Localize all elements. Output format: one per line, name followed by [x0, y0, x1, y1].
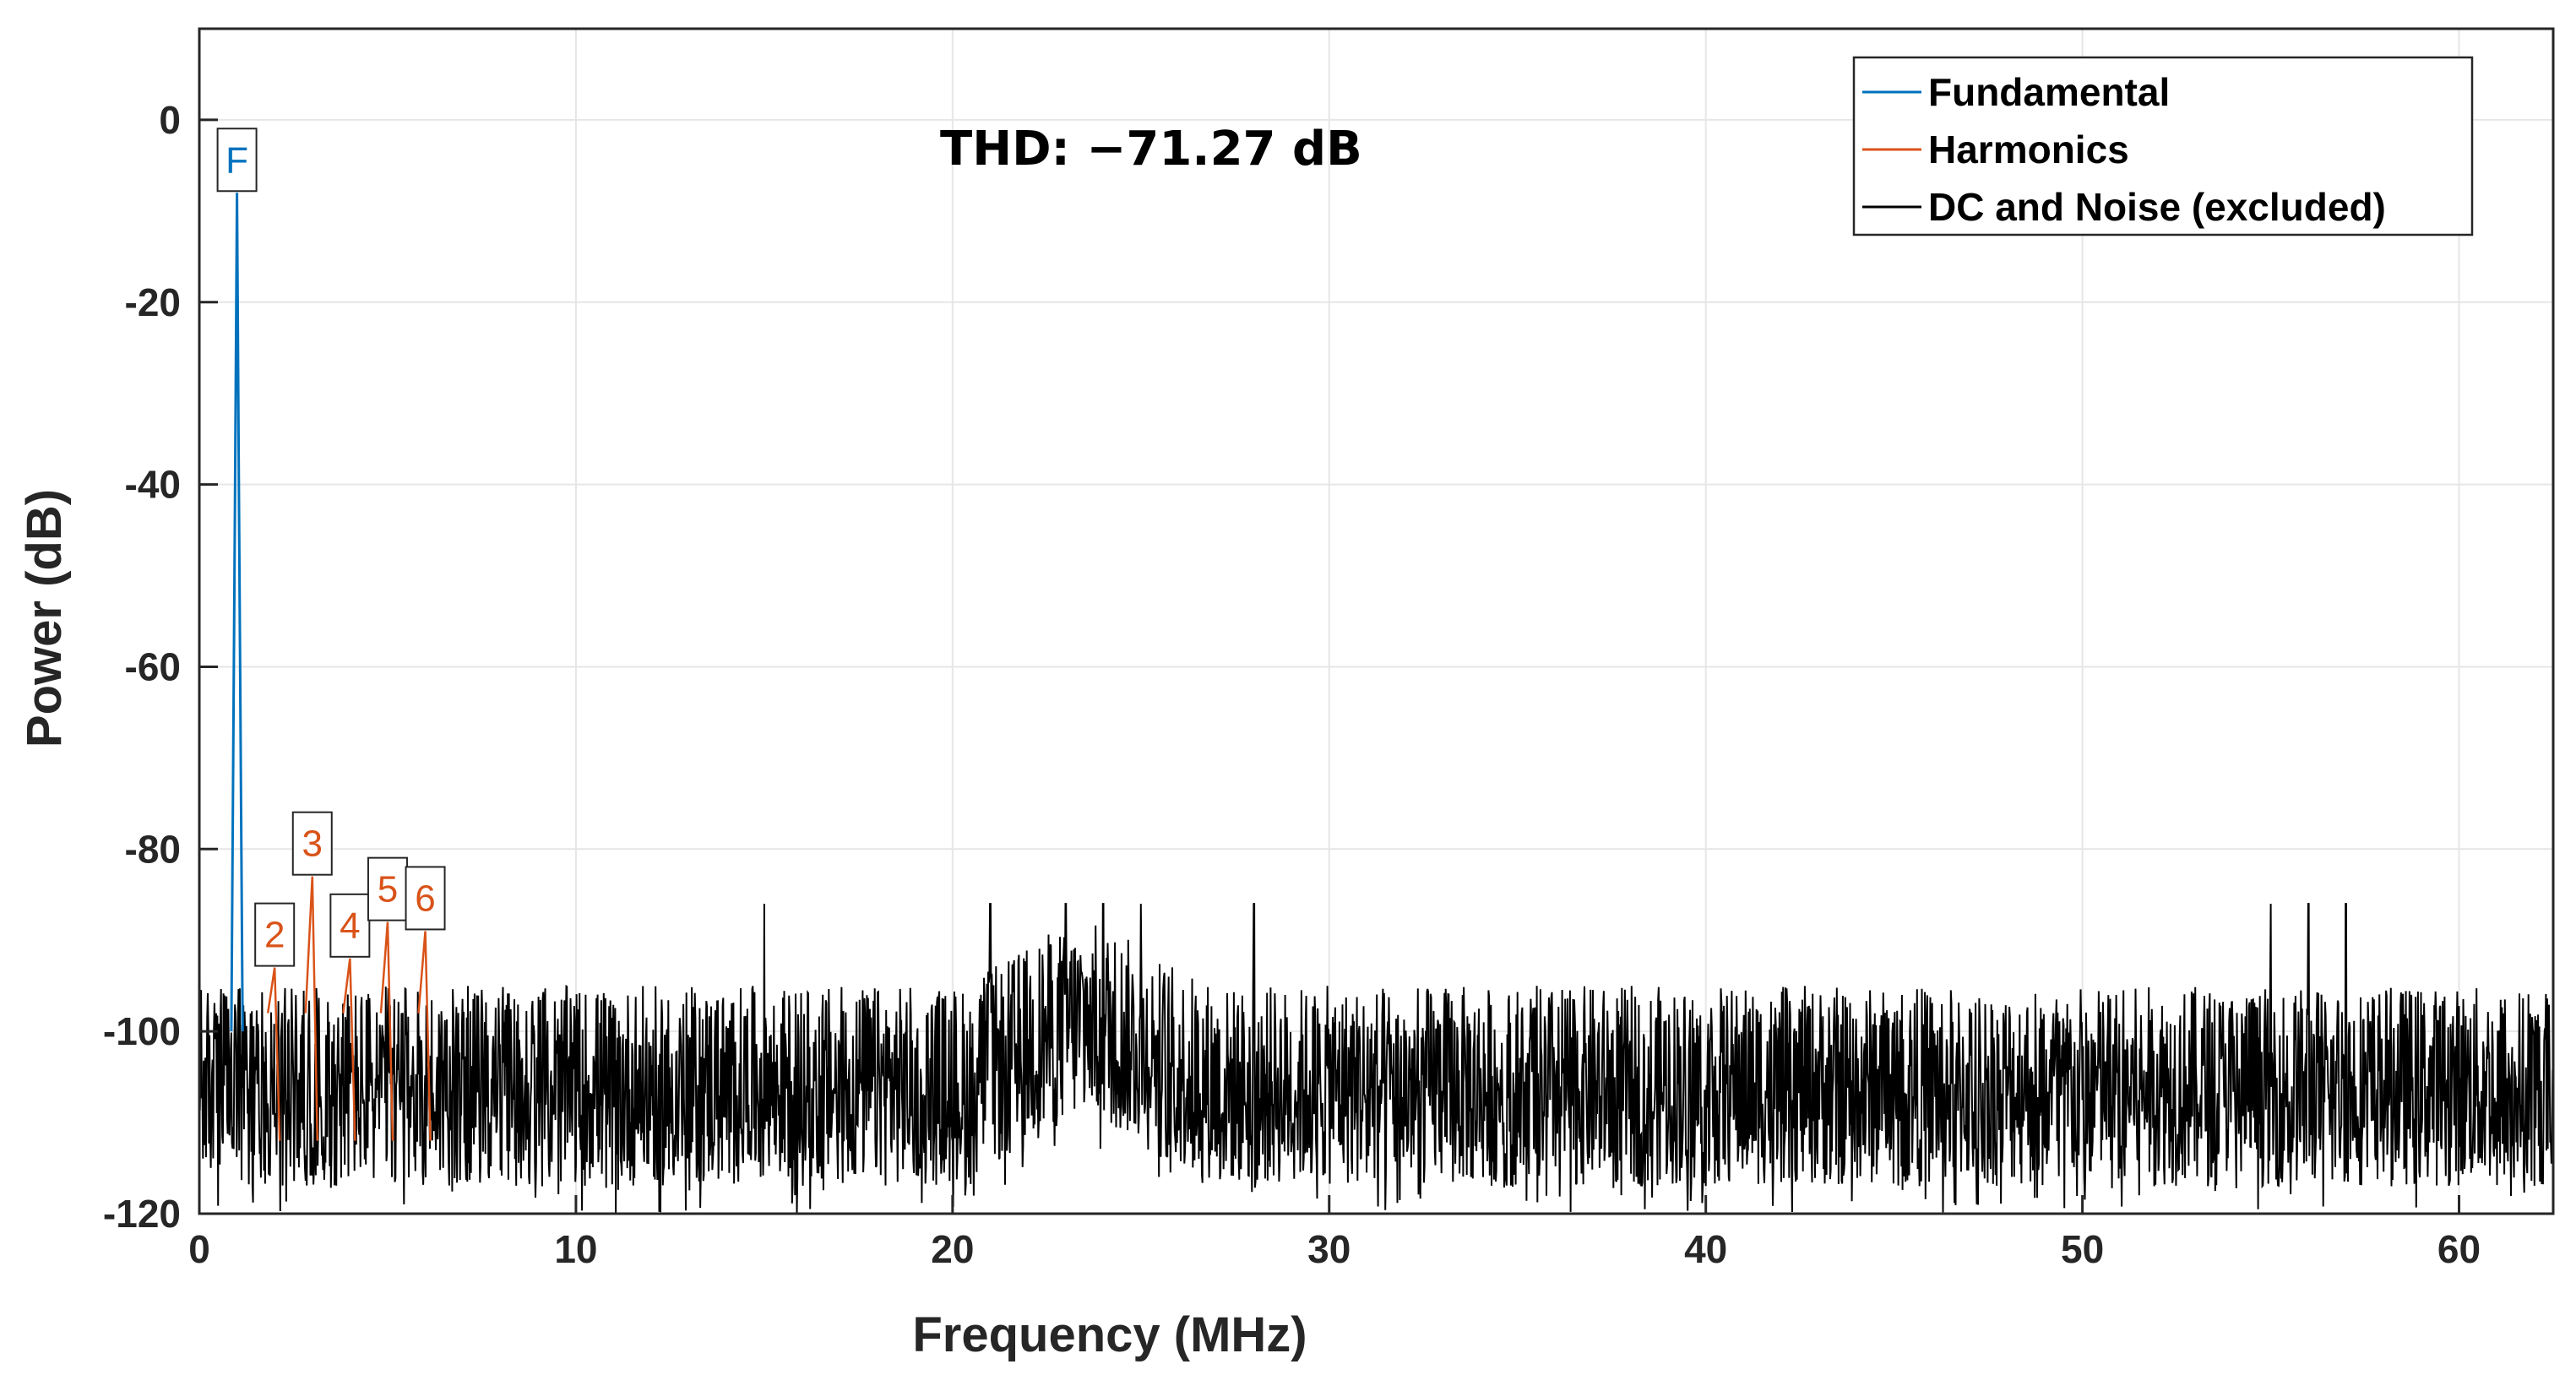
- y-axis-label: Power (dB): [17, 489, 72, 747]
- harmonic-label: F: [226, 139, 248, 181]
- x-axis-ticks: 0 10 20 30 40 50 60: [188, 1195, 2481, 1271]
- harmonic-label-box: [254, 902, 296, 967]
- harmonic-label: 4: [340, 905, 360, 947]
- y-tick-label: 0: [159, 98, 181, 142]
- noise-trace: [198, 621, 2554, 1214]
- harmonic-labels: F 2 345 6: [216, 128, 446, 967]
- plot-area-border: [198, 27, 2555, 1215]
- harmonic-peak: [379, 921, 394, 1141]
- fundamental-peak: [230, 193, 244, 1032]
- legend-box: [1852, 56, 2474, 236]
- harmonic-label: 6: [415, 878, 435, 919]
- noise-series: [198, 621, 2554, 1214]
- harmonic-label: 2: [264, 915, 285, 956]
- y-tick-label: -20: [125, 280, 181, 324]
- x-tick-label: 60: [2437, 1227, 2481, 1271]
- harmonic-label-box: [216, 128, 258, 193]
- harmonics-series: [266, 876, 432, 1141]
- legend-entry-noise: DC and Noise (excluded): [1928, 185, 2386, 229]
- y-tick-label: -60: [125, 644, 181, 688]
- harmonic-peak: [304, 876, 319, 1141]
- x-axis-label: Frequency (MHz): [912, 1307, 1307, 1362]
- harmonic-label-box: [405, 866, 446, 931]
- harmonic-label-box: [329, 893, 371, 958]
- fundamental-series: [230, 193, 244, 1032]
- x-tick-label: 20: [931, 1227, 974, 1271]
- harmonic-peak: [342, 958, 356, 1141]
- x-tick-label: 40: [1684, 1227, 1727, 1271]
- x-tick-label: 50: [2061, 1227, 2104, 1271]
- y-tick-label: -100: [103, 1009, 181, 1053]
- legend-entry-fundamental: Fundamental: [1928, 70, 2170, 114]
- y-tick-label: -40: [125, 463, 181, 507]
- x-tick-label: 30: [1307, 1227, 1350, 1271]
- x-tick-label: 0: [188, 1227, 210, 1271]
- legend: Fundamental Harmonics DC and Noise (excl…: [1852, 56, 2474, 236]
- harmonic-peak: [266, 967, 281, 1141]
- harmonic-label-box: [367, 856, 408, 921]
- y-axis-ticks: 0 -20 -40 -60 -80 -100 -120: [103, 98, 218, 1236]
- y-tick-label: -80: [125, 827, 181, 871]
- harmonic-label: 3: [302, 823, 323, 865]
- thd-annotation: THD: −71.27 dB: [940, 122, 1362, 177]
- harmonic-label: 5: [378, 869, 398, 910]
- x-tick-label: 10: [554, 1227, 597, 1271]
- harmonic-peak: [417, 931, 432, 1141]
- y-tick-label: -120: [103, 1192, 181, 1236]
- legend-entry-harmonics: Harmonics: [1928, 128, 2129, 171]
- harmonic-label-box: [291, 811, 333, 876]
